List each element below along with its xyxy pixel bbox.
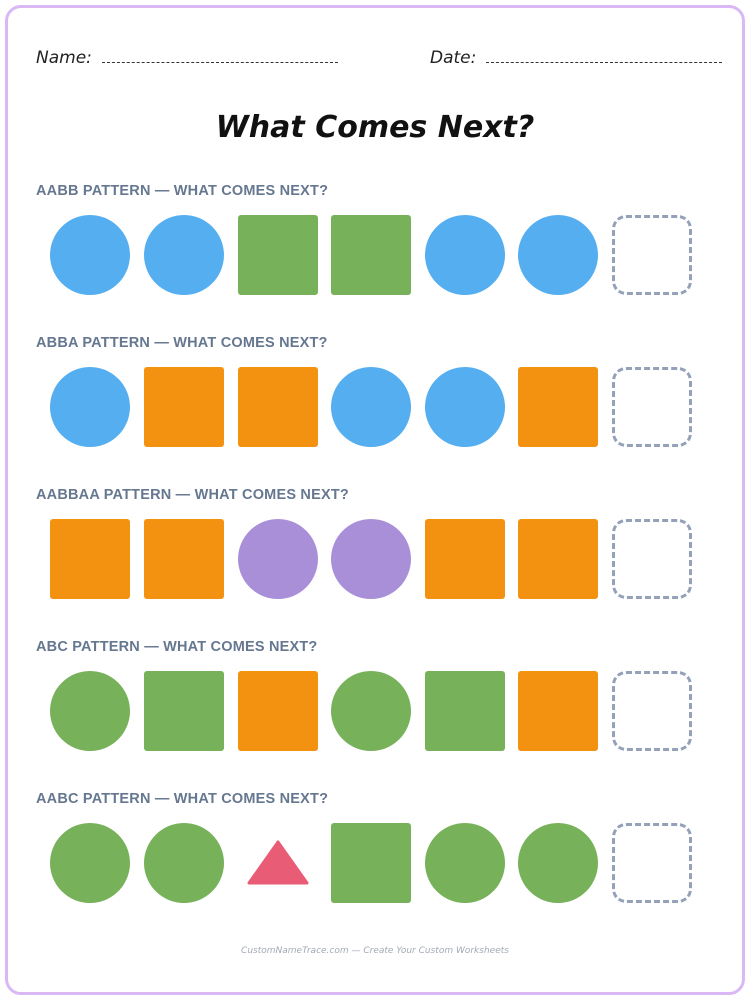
row-label: ABBA PATTERN — WHAT COMES NEXT? [36,335,328,351]
orange-square-icon [238,367,318,447]
answer-box[interactable] [612,367,692,447]
orange-square-icon [144,519,224,599]
purple-circle-icon [331,519,411,599]
green-square-icon [331,823,411,903]
row-label: AABB PATTERN — WHAT COMES NEXT? [36,183,329,199]
orange-square-icon [238,671,318,751]
blue-circle-icon [50,367,130,447]
green-circle-icon [518,823,598,903]
orange-square-icon [518,367,598,447]
orange-square-icon [518,519,598,599]
green-circle-icon [50,823,130,903]
green-circle-icon [425,823,505,903]
green-circle-icon [144,823,224,903]
name-label: Name: [36,48,92,68]
green-square-icon [144,671,224,751]
row-label: AABC PATTERN — WHAT COMES NEXT? [36,791,329,807]
green-circle-icon [50,671,130,751]
orange-square-icon [50,519,130,599]
blue-circle-icon [518,215,598,295]
answer-box[interactable] [612,823,692,903]
blue-circle-icon [425,367,505,447]
answer-box[interactable] [612,519,692,599]
row-label: AABBAA PATTERN — WHAT COMES NEXT? [36,487,349,503]
blue-circle-icon [144,215,224,295]
green-circle-icon [331,671,411,751]
orange-square-icon [144,367,224,447]
purple-circle-icon [238,519,318,599]
worksheet-title: What Comes Next? [215,110,535,145]
footer-credit: CustomNameTrace.com — Create Your Custom… [241,946,509,956]
red-triangle-icon [238,823,318,903]
blue-circle-icon [331,367,411,447]
answer-box[interactable] [612,215,692,295]
blue-circle-icon [50,215,130,295]
orange-square-icon [518,671,598,751]
blue-circle-icon [425,215,505,295]
date-label: Date: [430,48,477,68]
green-square-icon [238,215,318,295]
row-label: ABC PATTERN — WHAT COMES NEXT? [36,639,318,655]
date-field[interactable]: Date: [430,48,723,68]
orange-square-icon [425,519,505,599]
name-blank-line[interactable] [101,48,338,63]
date-blank-line[interactable] [486,48,723,63]
green-square-icon [331,215,411,295]
name-field[interactable]: Name: [36,48,338,68]
green-square-icon [425,671,505,751]
answer-box[interactable] [612,671,692,751]
